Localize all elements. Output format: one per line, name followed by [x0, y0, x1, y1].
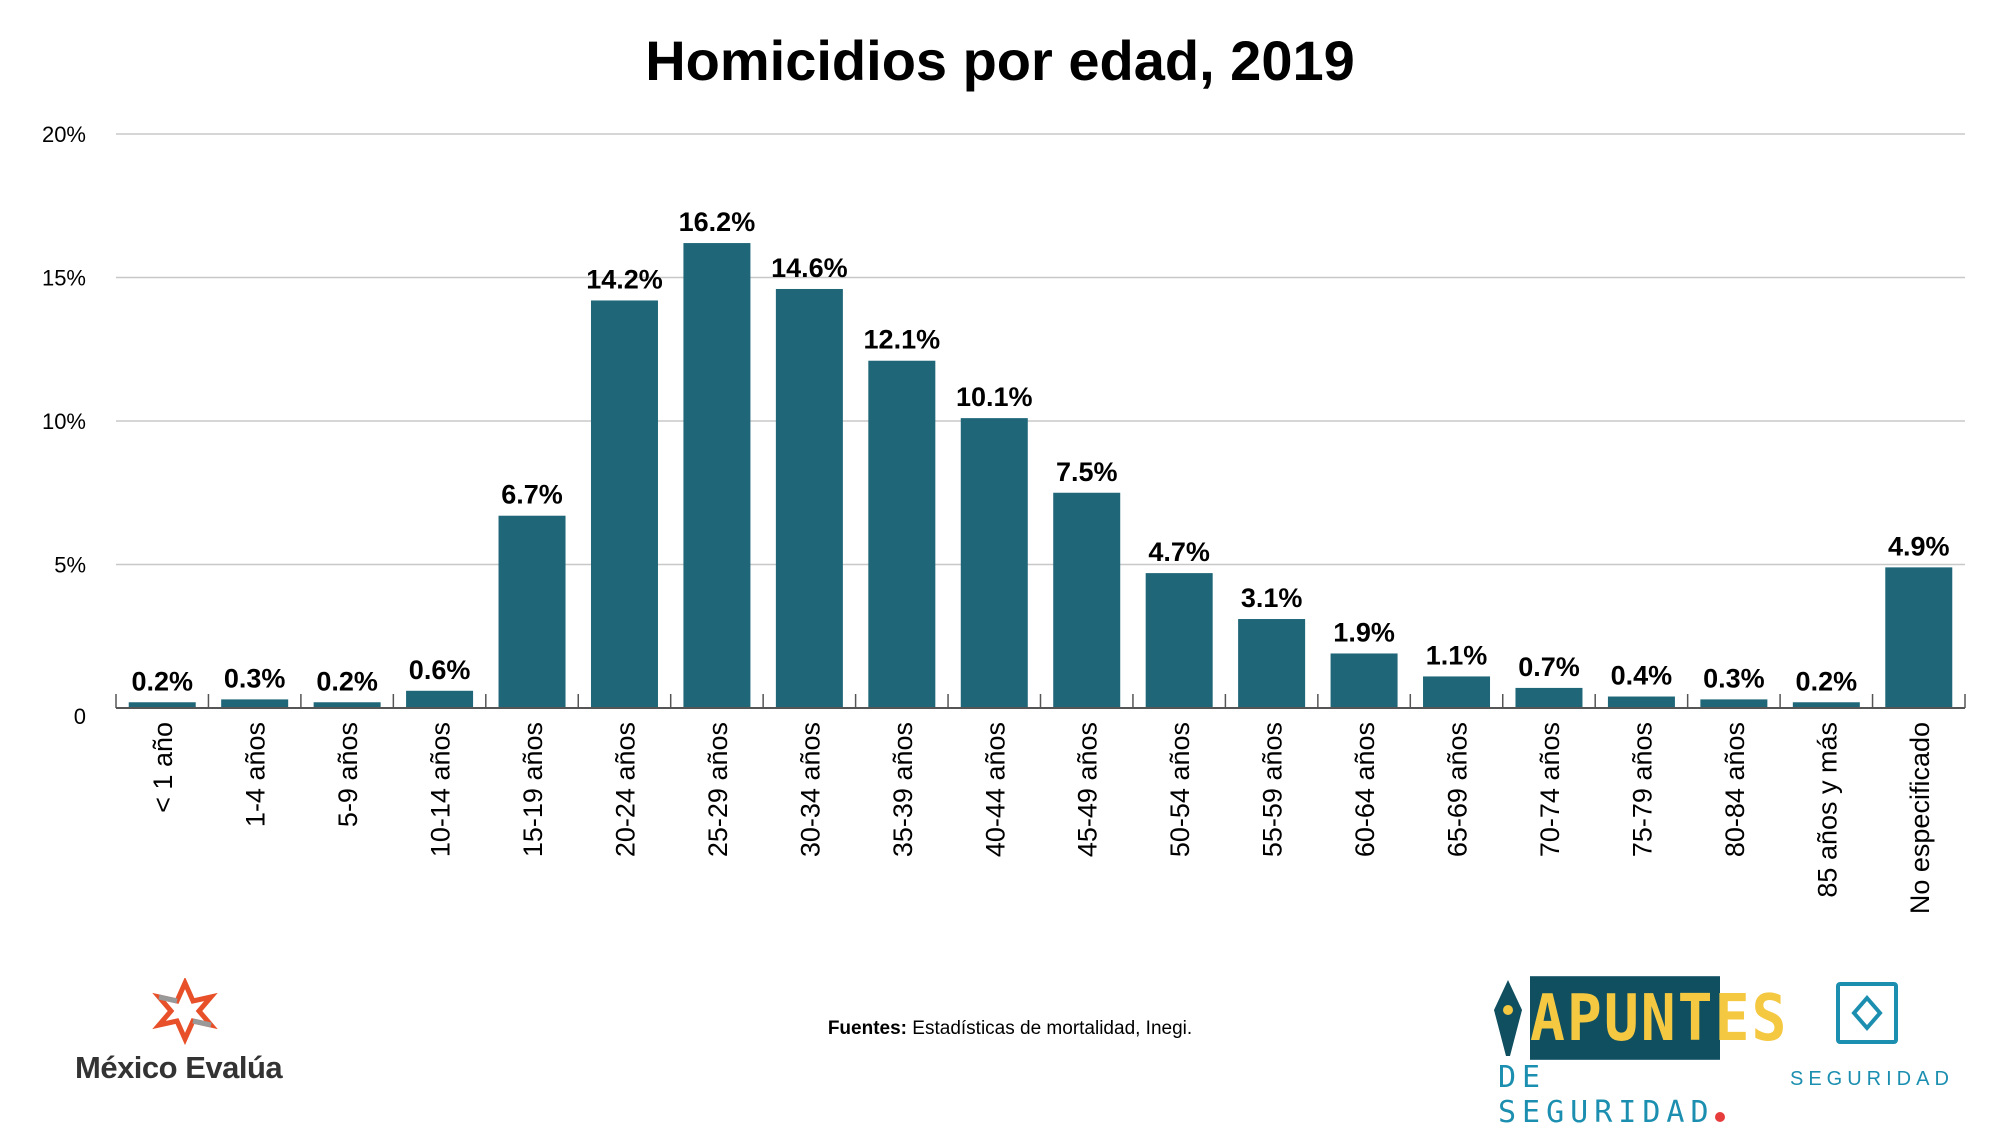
x-tick-label: < 1 año	[148, 722, 178, 813]
bar	[128, 702, 196, 708]
x-tick-label: No especificado	[1905, 722, 1935, 914]
bar-chart: 0 5% 10% 15% 20% 0.2% < 1 año 0.3% 1-4 años 0.2% 5…	[42, 122, 1966, 914]
diamond-square-icon	[1836, 982, 1898, 1044]
bar	[1423, 676, 1491, 708]
bar	[683, 243, 751, 708]
red-dot-icon	[1714, 1112, 1725, 1122]
x-tick-label: 65-69 años	[1443, 722, 1473, 857]
source-note: Fuentes: Estadísticas de mortalidad, Ine…	[0, 1018, 2000, 1040]
bar	[1700, 699, 1768, 708]
data-label: 14.6%	[771, 253, 848, 283]
data-label: 3.1%	[1241, 583, 1303, 613]
x-tick-label: 5-9 años	[333, 722, 363, 827]
data-label: 7.5%	[1056, 457, 1118, 487]
bar	[1607, 696, 1675, 708]
data-label: 6.7%	[501, 480, 563, 510]
bar	[1330, 653, 1398, 708]
bar	[960, 418, 1028, 708]
x-tick-label: 35-39 años	[888, 722, 918, 857]
x-tick-label: 55-59 años	[1258, 722, 1288, 857]
y-tick-label: 5%	[54, 553, 86, 578]
data-label: 0.2%	[131, 666, 193, 696]
chart-title: Homicidios por edad, 2019	[645, 29, 1355, 92]
bar	[1515, 687, 1583, 708]
x-tick-label: 10-14 años	[426, 722, 456, 857]
de-seguridad-text: DE SEGURIDAD	[1498, 1060, 1715, 1130]
bar	[590, 300, 658, 708]
bar	[1238, 619, 1306, 708]
x-tick-label: 80-84 años	[1720, 722, 1750, 857]
data-label: 16.2%	[679, 207, 756, 237]
data-label: 1.9%	[1333, 617, 1395, 647]
y-tick-label: 10%	[42, 409, 86, 434]
x-tick-label: 70-74 años	[1535, 722, 1565, 857]
seguridad-text: SEGURIDAD	[1790, 1068, 1954, 1090]
bar	[1792, 702, 1860, 708]
bar	[498, 515, 566, 708]
data-label: 0.7%	[1518, 652, 1580, 682]
mexico-evalua-logo	[70, 976, 300, 1088]
y-tick-label: 20%	[42, 122, 86, 147]
bar	[221, 699, 289, 708]
data-label: 0.6%	[409, 655, 471, 685]
x-tick-label: 30-34 años	[795, 722, 825, 857]
mexico-evalua-text: México Evalúa	[75, 1050, 283, 1085]
x-tick-label: 1-4 años	[241, 722, 271, 827]
data-label: 0.4%	[1611, 661, 1673, 691]
data-label: 12.1%	[864, 325, 941, 355]
x-tick-label: 15-19 años	[518, 722, 548, 857]
x-tick-label: 20-24 años	[610, 722, 640, 857]
data-label: 0.2%	[1796, 666, 1858, 696]
x-tick-label: 25-29 años	[703, 722, 733, 857]
x-tick-label: 50-54 años	[1165, 722, 1195, 857]
bar	[1145, 573, 1213, 708]
apuntes-de-seguridad-logo: APUNTES DE SEGURIDAD	[1488, 976, 1786, 1130]
data-label: 0.3%	[1703, 663, 1765, 693]
data-label: 14.2%	[586, 264, 663, 294]
y-tick-label: 15%	[42, 266, 86, 291]
x-tick-label: 75-79 años	[1627, 722, 1657, 857]
bar	[868, 360, 936, 708]
data-label: 0.3%	[224, 663, 286, 693]
data-label: 4.9%	[1888, 531, 1950, 561]
data-label: 1.1%	[1426, 640, 1488, 670]
bar	[406, 690, 474, 708]
x-tick-label: 85 años y más	[1812, 722, 1842, 898]
seguridad-logo: SEGURIDAD	[1790, 980, 1960, 1090]
x-tick-label: 45-49 años	[1073, 722, 1103, 857]
x-tick-label: 40-44 años	[980, 722, 1010, 857]
pen-nib-icon	[1494, 980, 1522, 1056]
bar	[313, 702, 381, 708]
bar	[1053, 492, 1121, 708]
star-logo-icon	[152, 976, 218, 1046]
data-label: 4.7%	[1148, 537, 1210, 567]
bar	[775, 288, 843, 708]
source-text: Estadísticas de mortalidad, Inegi.	[912, 1018, 1193, 1039]
source-label: Fuentes:	[827, 1018, 908, 1039]
bar	[1885, 567, 1953, 708]
y-tick-label: 0	[74, 704, 86, 729]
x-tick-label: 60-64 años	[1350, 722, 1380, 857]
apuntes-text: APUNTES	[1530, 976, 1786, 1060]
data-label: 0.2%	[316, 666, 378, 696]
data-label: 10.1%	[956, 382, 1033, 412]
